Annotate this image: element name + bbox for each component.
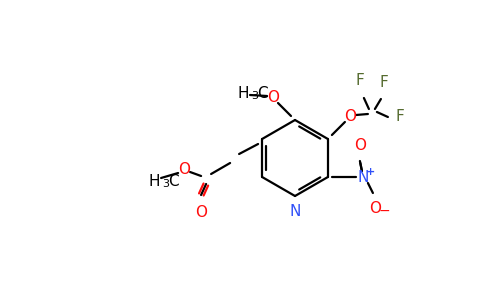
Text: F: F xyxy=(379,75,388,90)
Text: O: O xyxy=(369,201,381,216)
Text: +: + xyxy=(366,167,376,177)
Text: N: N xyxy=(289,204,301,219)
Text: O: O xyxy=(178,161,190,176)
Text: O: O xyxy=(267,91,279,106)
Text: F: F xyxy=(396,110,405,124)
Text: F: F xyxy=(356,73,364,88)
Text: C: C xyxy=(257,85,268,100)
Text: −: − xyxy=(378,204,390,218)
Text: O: O xyxy=(195,205,207,220)
Text: O: O xyxy=(354,138,366,153)
Text: 3: 3 xyxy=(251,91,258,101)
Text: C: C xyxy=(168,173,179,188)
Text: N: N xyxy=(357,169,369,184)
Text: O: O xyxy=(344,110,356,124)
Text: H: H xyxy=(238,85,249,100)
Text: 3: 3 xyxy=(162,179,169,189)
Text: H: H xyxy=(149,173,160,188)
